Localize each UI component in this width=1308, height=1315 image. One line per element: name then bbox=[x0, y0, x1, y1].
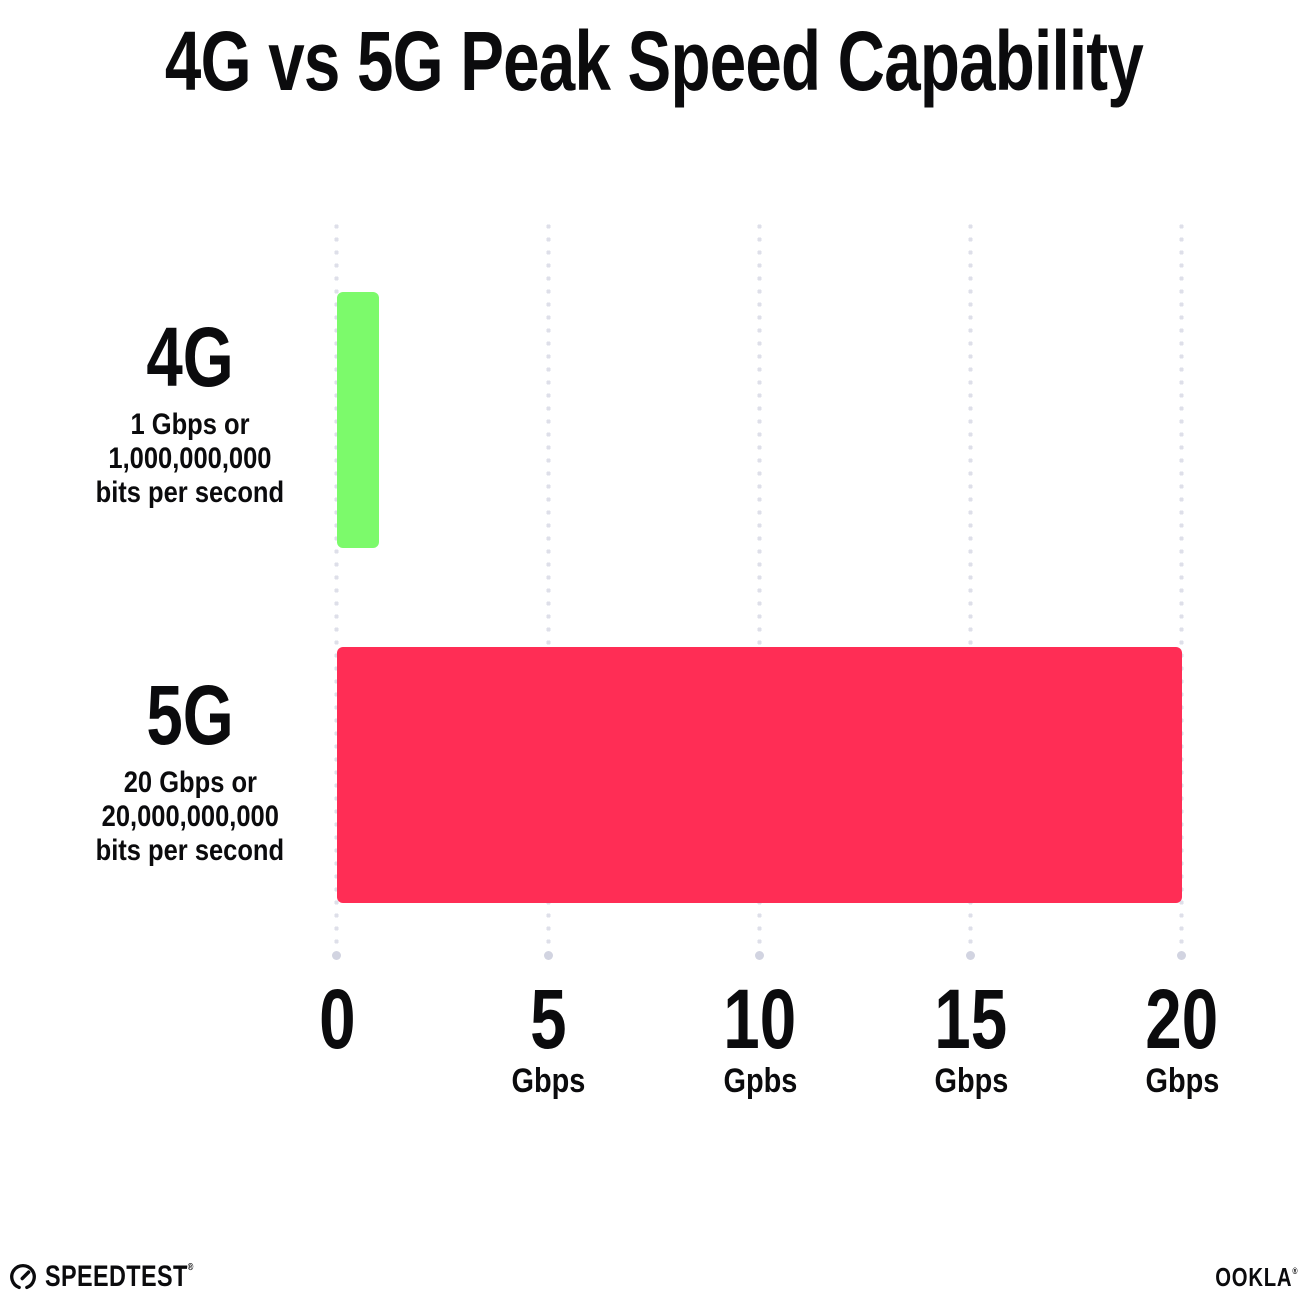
x-tick-20-value: 20 bbox=[1145, 972, 1219, 1066]
x-tick-15-unit: Gbps bbox=[934, 1062, 1008, 1100]
row-label-4g-desc: 1 Gbps or 1,000,000,000 bits per second bbox=[40, 408, 340, 510]
x-tick-0-value: 0 bbox=[318, 972, 356, 1066]
x-tick-0-unit bbox=[227, 1063, 447, 1099]
x-tick-20-unit: Gbps bbox=[1145, 1062, 1219, 1100]
row-label-5g-desc-line3: bits per second bbox=[95, 834, 285, 867]
row-label-4g-desc-line2: 1,000,000,000 bbox=[108, 442, 272, 475]
page-title: 4G vs 5G Peak Speed Capability bbox=[0, 14, 1308, 108]
row-label-4g-desc-line3: bits per second bbox=[95, 476, 285, 509]
x-tick-20: 20 Gbps bbox=[1072, 972, 1292, 1100]
ookla-trademark: ® bbox=[1292, 1266, 1298, 1276]
x-tick-10: 10 Gpbs bbox=[650, 972, 870, 1100]
speedtest-trademark: ® bbox=[187, 1262, 194, 1273]
x-tick-5: 5 Gbps bbox=[438, 972, 658, 1100]
x-tick-5-value: 5 bbox=[529, 972, 567, 1066]
gridline-20 bbox=[1177, 222, 1186, 960]
x-tick-10-unit: Gpbs bbox=[723, 1062, 797, 1100]
gridline-5 bbox=[544, 222, 553, 960]
row-label-5g-desc-line1: 20 Gbps or bbox=[123, 766, 257, 799]
x-tick-5-unit: Gbps bbox=[511, 1062, 585, 1100]
ookla-wordmark: OOKLA bbox=[1215, 1262, 1293, 1292]
gridline-0 bbox=[332, 222, 341, 960]
row-label-5g: 5G 20 Gbps or 20,000,000,000 bits per se… bbox=[40, 668, 340, 868]
row-label-5g-name: 5G bbox=[146, 668, 234, 762]
x-tick-15-value: 15 bbox=[934, 972, 1008, 1066]
row-label-5g-desc: 20 Gbps or 20,000,000,000 bits per secon… bbox=[40, 766, 340, 868]
ookla-logo: OOKLA® bbox=[1192, 1262, 1298, 1293]
row-label-5g-desc-line2: 20,000,000,000 bbox=[101, 800, 279, 833]
bar-5g bbox=[337, 647, 1182, 903]
speedtest-logo: SPEEDTEST® bbox=[8, 1256, 235, 1298]
page-title-text: 4G vs 5G Peak Speed Capability bbox=[164, 14, 1144, 108]
gridline-15 bbox=[966, 222, 975, 960]
row-label-4g: 4G 1 Gbps or 1,000,000,000 bits per seco… bbox=[40, 310, 340, 510]
x-tick-15: 15 Gbps bbox=[861, 972, 1081, 1100]
speedtest-wordmark: SPEEDTEST® bbox=[45, 1260, 194, 1293]
row-label-4g-name: 4G bbox=[146, 310, 234, 404]
row-label-4g-desc-line1: 1 Gbps or bbox=[130, 408, 250, 441]
gridline-10 bbox=[755, 222, 764, 960]
speedometer-gauge-icon bbox=[10, 1264, 36, 1290]
x-tick-10-value: 10 bbox=[723, 972, 797, 1066]
bar-4g bbox=[337, 292, 379, 548]
x-tick-0: 0 bbox=[227, 972, 447, 1099]
